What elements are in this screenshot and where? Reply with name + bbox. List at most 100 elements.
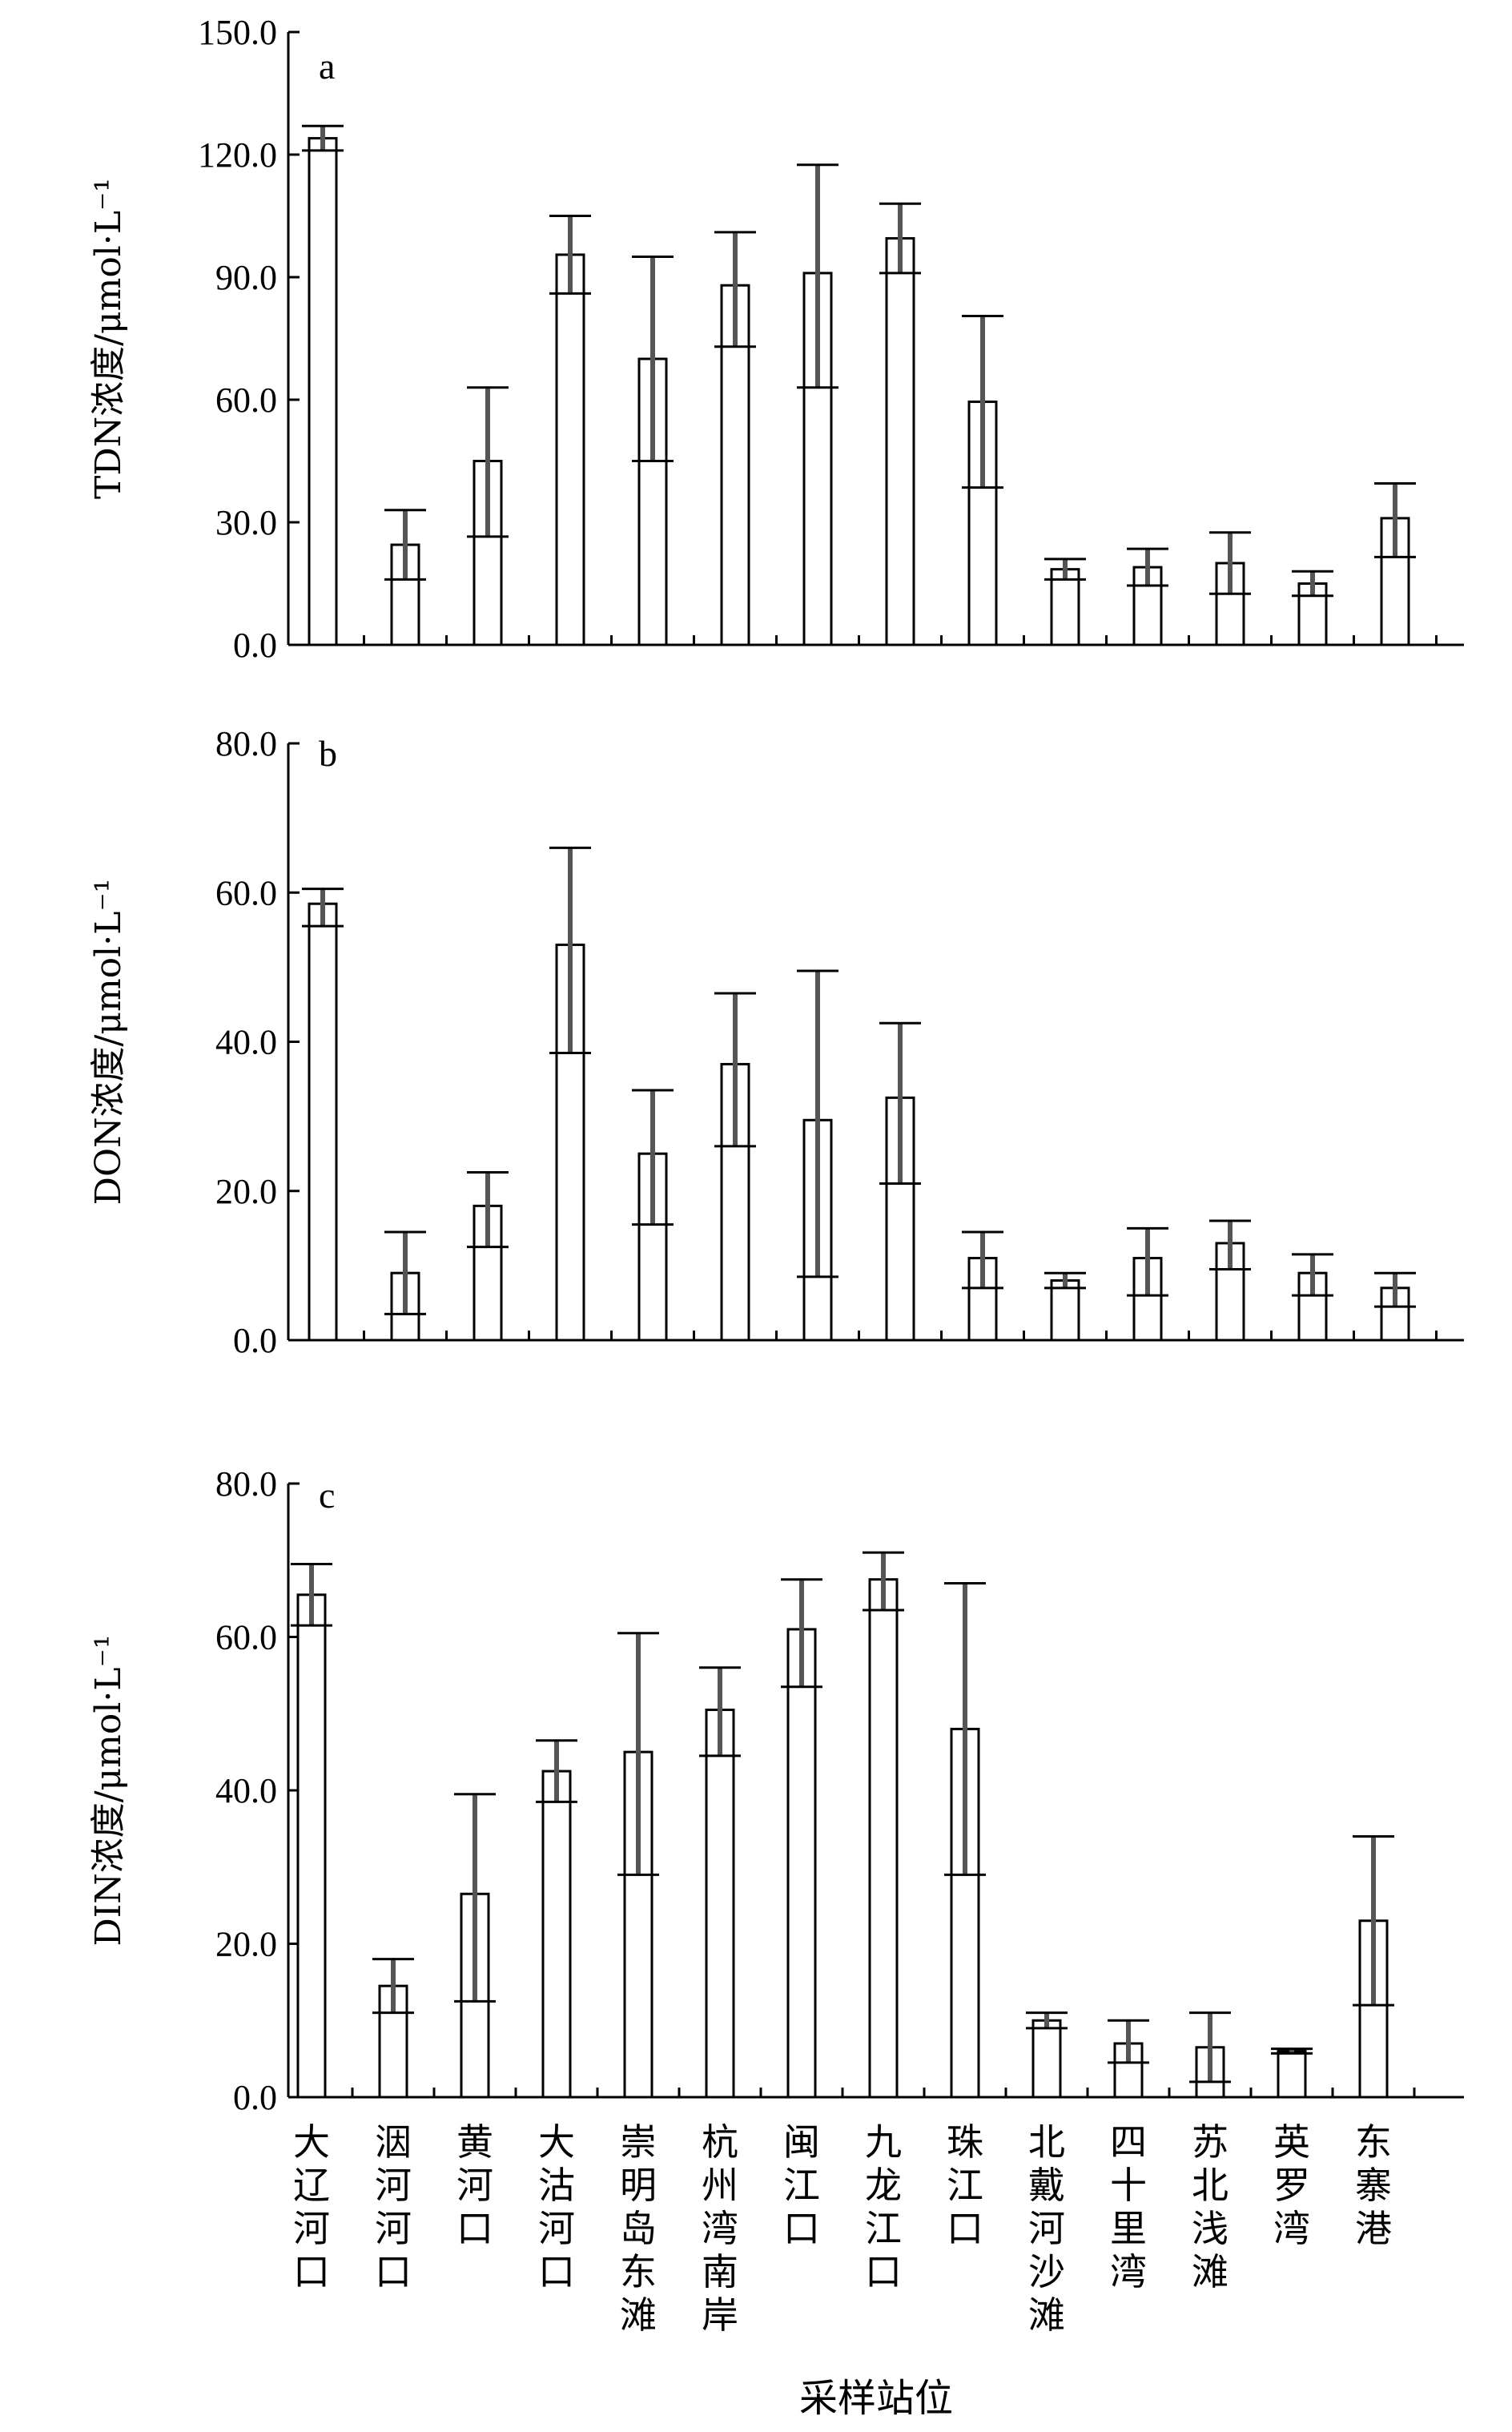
y-tick-label: 20.0 (215, 1172, 277, 1211)
category-char: 滩 (1028, 2293, 1065, 2337)
category-char: 杭 (702, 2120, 738, 2164)
panel-a: 0.0 30.0 60.0 90.0 120.0 150.0 a TDN浓度/μmol·L⁻¹ (88, 13, 1464, 665)
category-char: 苏 (1192, 2120, 1228, 2164)
category-label: 大辽河口 (293, 2120, 330, 2293)
bar (950, 1727, 980, 2099)
category-char: 湾 (1273, 2207, 1310, 2250)
y-tick-label: 0.0 (233, 1321, 277, 1360)
y-tick-label: 0.0 (233, 2078, 277, 2117)
panel-letter: a (319, 46, 335, 87)
y-tick-label: 80.0 (215, 1464, 277, 1504)
panel-b: 0.0 20.0 40.0 60.0 80.0 b DON浓度/μmol·L⁻¹ (88, 724, 1464, 1360)
category-char: 辽 (293, 2164, 330, 2207)
bar (541, 1770, 572, 2099)
category-char: 沽 (538, 2164, 575, 2207)
bar (555, 253, 585, 646)
category-char: 四 (1110, 2120, 1147, 2164)
category-char: 闽 (783, 2120, 820, 2164)
category-char: 英 (1273, 2120, 1310, 2164)
category-char: 岸 (702, 2293, 738, 2337)
category-label: 北戴河沙滩 (1028, 2120, 1065, 2337)
panel-letter: c (319, 1475, 335, 1516)
category-char: 北 (1028, 2120, 1065, 2164)
category-char: 口 (538, 2250, 575, 2293)
category-label: 苏北浅滩 (1192, 2120, 1228, 2293)
bar (1031, 2019, 1062, 2099)
x-axis-label: 采样站位 (799, 2376, 953, 2421)
category-label: 大沽河口 (538, 2120, 575, 2293)
category-char: 河 (456, 2164, 493, 2207)
y-axis-label: DIN浓度/μmol·L⁻¹ (88, 1635, 129, 1947)
y-tick-label: 60.0 (215, 873, 277, 912)
category-char: 州 (702, 2164, 738, 2207)
category-label: 珠江口 (947, 2120, 983, 2250)
category-char: 河 (293, 2207, 330, 2250)
category-char: 口 (375, 2250, 412, 2293)
category-char: 滩 (620, 2293, 657, 2337)
category-char: 口 (783, 2207, 820, 2250)
category-char: 河 (375, 2164, 412, 2207)
category-char: 寨 (1355, 2164, 1392, 2207)
category-char: 明 (620, 2164, 657, 2207)
category-char: 沙 (1028, 2250, 1065, 2293)
y-tick-label: 80.0 (215, 724, 277, 763)
category-char: 口 (293, 2250, 330, 2293)
y-tick-label: 40.0 (215, 1023, 277, 1062)
category-label: 闽江口 (783, 2120, 820, 2250)
category-char: 江 (865, 2207, 902, 2250)
category-char: 湾 (1110, 2250, 1147, 2293)
category-char: 口 (456, 2207, 493, 2250)
category-label: 九龙江口 (865, 2120, 902, 2293)
category-label: 洇河河口 (375, 2120, 412, 2293)
category-char: 口 (865, 2250, 902, 2293)
category-char: 港 (1355, 2207, 1392, 2250)
category-char: 龙 (865, 2164, 902, 2207)
category-char: 浅 (1192, 2207, 1228, 2250)
category-char: 戴 (1028, 2164, 1065, 2207)
category-char: 大 (293, 2120, 330, 2164)
category-char: 九 (865, 2120, 902, 2164)
category-char: 黄 (456, 2120, 493, 2164)
category-char: 里 (1110, 2207, 1147, 2250)
category-char: 湾 (702, 2207, 738, 2250)
y-axis-label: DON浓度/μmol·L⁻¹ (88, 879, 129, 1206)
bar (1358, 1919, 1389, 2099)
bar (1050, 568, 1080, 646)
category-char: 口 (947, 2207, 983, 2250)
category-char: 十 (1110, 2164, 1147, 2207)
category-label: 英罗湾 (1273, 2120, 1310, 2250)
category-char: 岛 (620, 2207, 657, 2250)
panel-letter: b (319, 733, 337, 774)
category-char: 河 (538, 2207, 575, 2250)
category-char: 东 (620, 2250, 657, 2293)
y-tick-label: 90.0 (215, 258, 277, 297)
bar (1050, 1279, 1080, 1342)
category-char: 珠 (947, 2120, 983, 2164)
bar (1277, 2050, 1307, 2099)
category-char: 江 (783, 2164, 820, 2207)
category-label: 东寨港 (1355, 2120, 1392, 2250)
category-char: 江 (947, 2164, 983, 2207)
panel-c: 0.0 20.0 40.0 60.0 80.0 c DIN浓度/μmol·L⁻¹ (88, 1464, 1464, 2117)
category-char: 洇 (375, 2120, 412, 2164)
category-char: 东 (1355, 2120, 1392, 2164)
y-tick-label: 150.0 (198, 13, 277, 52)
bar (868, 1578, 899, 2099)
category-label: 杭州湾南岸 (702, 2120, 738, 2337)
bar (705, 1708, 735, 2099)
category-char: 河 (1028, 2207, 1065, 2250)
category-label: 崇明岛东滩 (620, 2120, 657, 2337)
bar (296, 1593, 327, 2099)
category-char: 北 (1192, 2164, 1228, 2207)
category-char: 大 (538, 2120, 575, 2164)
category-char: 罗 (1273, 2164, 1310, 2207)
y-tick-label: 60.0 (215, 381, 277, 420)
category-label: 四十里湾 (1110, 2120, 1147, 2293)
y-tick-label: 0.0 (233, 626, 277, 665)
y-tick-label: 60.0 (215, 1618, 277, 1657)
bar (720, 1062, 750, 1342)
y-tick-label: 120.0 (198, 135, 277, 175)
y-tick-label: 20.0 (215, 1925, 277, 1964)
y-tick-label: 30.0 (215, 503, 277, 542)
